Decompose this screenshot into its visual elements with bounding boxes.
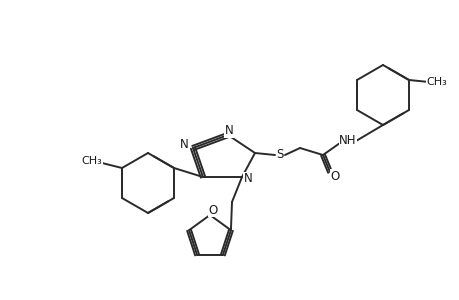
Text: S: S: [276, 148, 283, 161]
Text: NH: NH: [339, 134, 356, 146]
Text: O: O: [208, 203, 217, 217]
Text: N: N: [179, 137, 188, 151]
Text: N: N: [243, 172, 252, 185]
Text: CH₃: CH₃: [81, 156, 102, 166]
Text: CH₃: CH₃: [425, 77, 447, 87]
Text: N: N: [224, 124, 233, 137]
Text: O: O: [330, 169, 339, 182]
